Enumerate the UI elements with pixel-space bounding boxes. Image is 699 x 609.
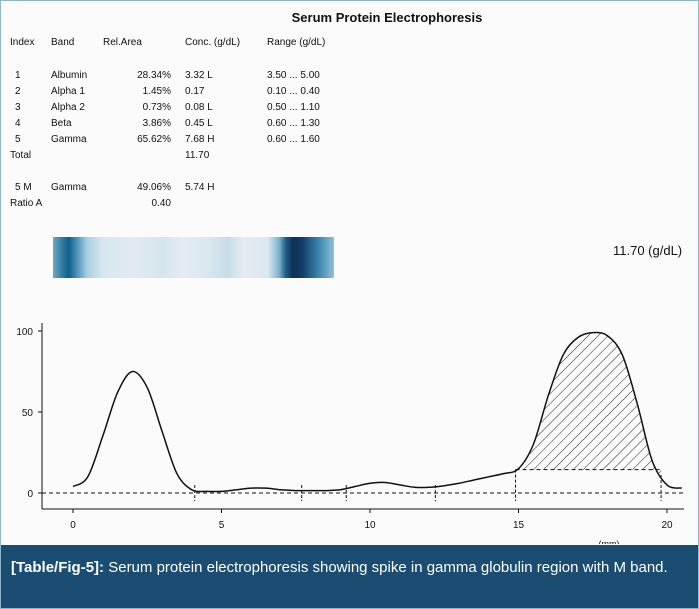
x-tick-label: 0 [70, 520, 76, 531]
cell-band: Beta [51, 117, 72, 129]
cell-rel-area: 28.34% [137, 69, 171, 81]
y-tick-label: 50 [22, 408, 34, 419]
cell-band: Albumin [51, 69, 88, 81]
cell-range: 0.60 ... 1.60 [267, 133, 320, 145]
cell-conc: 0.08 L [185, 101, 213, 113]
cell-range: 3.50 ... 5.00 [267, 69, 320, 81]
cell-conc: 7.68 H [185, 133, 215, 145]
cell-band: Alpha 1 [51, 85, 85, 97]
total-label: Total [10, 149, 32, 161]
table-header-row: Index Band Rel.Area Conc. (g/dL) Range (… [10, 33, 377, 51]
total-row: Total 11.70 [10, 147, 377, 163]
table-row: 4 Beta 3.86% 0.45 L 0.60 ... 1.30 [10, 115, 377, 131]
total-conc: 11.70 [185, 149, 210, 161]
ratio-label: Ratio A [10, 197, 43, 209]
cell-rel-area: 65.62% [137, 133, 171, 145]
cell-index: 4 [15, 117, 21, 129]
table-row: 2 Alpha 1 1.45% 0.17 0.10 ... 0.40 [10, 83, 377, 99]
x-tick-label: 15 [513, 520, 525, 531]
cell-rel-area: 3.86% [142, 117, 171, 129]
header-range: Range (g/dL) [267, 36, 326, 48]
header-conc: Conc. (g/dL) [185, 36, 241, 48]
x-axis-label: (mm) [599, 539, 620, 544]
cell-index: 3 [15, 101, 21, 113]
cell-index: 5 [15, 133, 21, 145]
ratio-row: Ratio A 0.40 [10, 195, 377, 211]
m-band-index: 5 M [15, 181, 32, 193]
density-curve [72, 331, 682, 493]
cell-band: Gamma [51, 133, 87, 145]
report-title: Serum Protein Electrophoresis [291, 10, 483, 25]
y-tick-label: 0 [27, 489, 33, 500]
cell-rel-area: 0.73% [142, 101, 171, 113]
cell-rel-area: 1.45% [142, 85, 171, 97]
m-band-band: Gamma [51, 181, 87, 193]
y-tick-label: 100 [16, 327, 33, 338]
caption-text: Serum protein electrophoresis showing sp… [108, 559, 668, 576]
cell-band: Alpha 2 [51, 101, 85, 113]
ratio-value: 0.40 [151, 197, 171, 209]
x-tick-label: 20 [661, 520, 673, 531]
cell-range: 0.10 ... 0.40 [267, 85, 320, 97]
table-row: 5 Gamma 65.62% 7.68 H 0.60 ... 1.60 [10, 131, 377, 147]
table-row: 1 Albumin 28.34% 3.32 L 3.50 ... 5.00 [10, 67, 377, 83]
cell-range: 0.60 ... 1.30 [267, 117, 320, 129]
cell-conc: 3.32 L [185, 69, 213, 81]
cell-index: 1 [15, 69, 21, 81]
header-band: Band [51, 36, 75, 48]
cell-conc: 0.17 [185, 85, 205, 97]
figure-caption: [Table/Fig-5]: Serum protein electrophor… [1, 545, 698, 608]
cell-conc: 0.45 L [185, 117, 213, 129]
m-band-conc: 5.74 H [185, 181, 215, 193]
cell-index: 2 [15, 85, 21, 97]
densitometry-plot: 0 50 100 0 5 10 15 20 (mm) [16, 323, 684, 544]
table-row: 3 Alpha 2 0.73% 0.08 L 0.50 ... 1.10 [10, 99, 377, 115]
cell-range: 0.50 ... 1.10 [267, 101, 320, 113]
header-index: Index [10, 36, 35, 48]
report-panel: Serum Protein Electrophoresis Index Band… [2, 1, 697, 544]
m-band-rel-area: 49.06% [137, 181, 171, 193]
x-tick-label: 10 [364, 520, 376, 531]
x-tick-label: 5 [219, 520, 225, 531]
caption-label: [Table/Fig-5]: [11, 559, 105, 576]
header-rel-area: Rel.Area [103, 36, 142, 48]
total-concentration-label: 11.70 (g/dL) [613, 243, 683, 258]
m-band-hatch [515, 332, 662, 476]
band-table: Index Band Rel.Area Conc. (g/dL) Range (… [10, 33, 377, 211]
gel-strip [53, 237, 334, 278]
m-band-row: 5 M Gamma 49.06% 5.74 H [10, 179, 377, 195]
